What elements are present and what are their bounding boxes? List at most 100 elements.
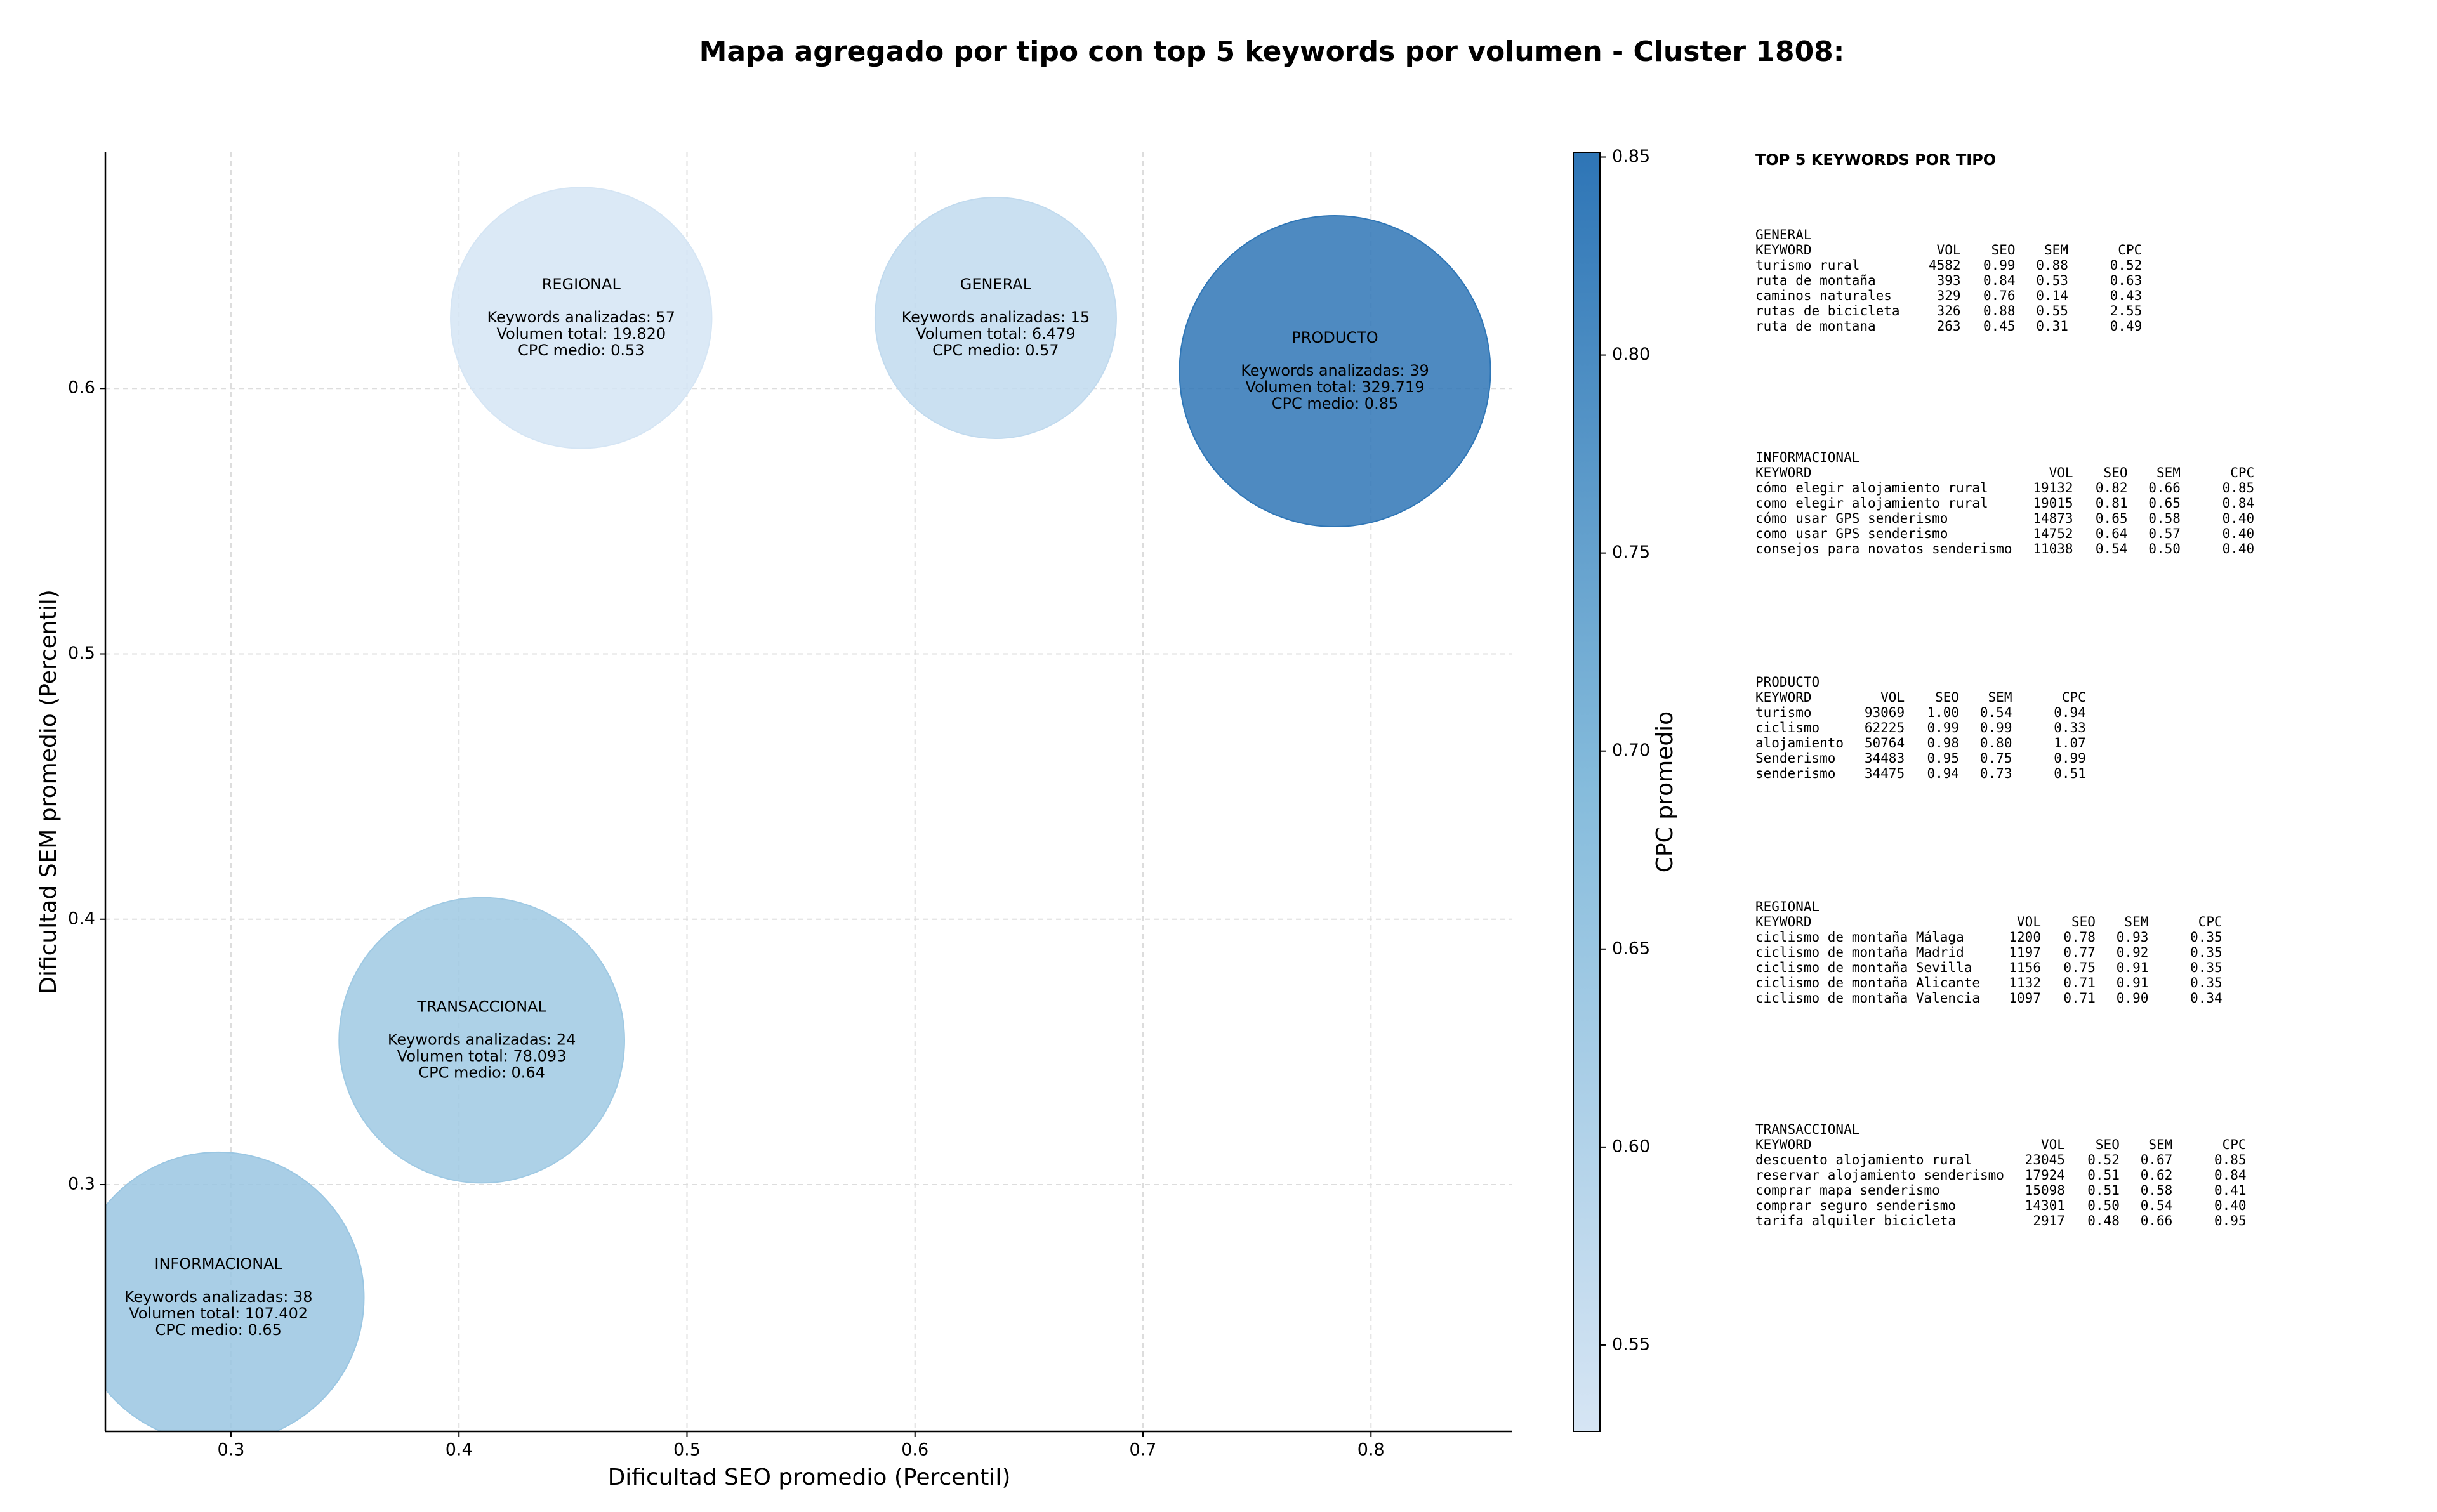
x-tick-label: 0.8	[1357, 1440, 1385, 1460]
table-cell: 0.78	[2063, 930, 2096, 945]
table-cell: ciclismo de montaña Alicante	[1755, 975, 1980, 990]
bubble	[338, 897, 625, 1184]
table-cell: 0.66	[2141, 1213, 2173, 1228]
bubble-cpc: CPC medio: 0.57	[932, 341, 1059, 359]
group-title: GENERAL	[1755, 227, 1812, 242]
table-cell: 0.51	[2087, 1183, 2120, 1198]
table-cell: 0.50	[2148, 541, 2181, 556]
table-cell: 14752	[2033, 526, 2073, 541]
table-header: VOL	[2041, 1137, 2065, 1152]
table-cell: 0.93	[2117, 930, 2149, 945]
table-cell: cómo usar GPS senderismo	[1755, 511, 1948, 526]
x-tick-label: 0.6	[901, 1440, 928, 1460]
table-header: SEM	[2156, 465, 2181, 480]
colorbar-tick-label: 0.75	[1612, 542, 1650, 562]
y-axis-label: Dificultad SEM promedio (Percentil)	[36, 589, 62, 994]
table-cell: reservar alojamiento senderismo	[1755, 1167, 2004, 1183]
x-axis-label: Dificultad SEO promedio (Percentil)	[608, 1464, 1011, 1490]
y-tick-label: 0.5	[68, 643, 95, 663]
x-tick-label: 0.4	[446, 1440, 473, 1460]
table-cell: 0.48	[2087, 1213, 2120, 1228]
table-cell: como elegir alojamiento rural	[1755, 496, 1988, 511]
colorbar-label: CPC promedio	[1652, 711, 1678, 872]
table-cell: 0.34	[2190, 990, 2222, 1006]
table-cell: 0.14	[2036, 288, 2068, 303]
table-cell: 0.35	[2190, 975, 2222, 990]
panel-title: TOP 5 KEYWORDS POR TIPO	[1755, 151, 1996, 169]
table-header: SEM	[1988, 690, 2012, 705]
table-cell: 0.54	[2141, 1198, 2173, 1213]
table-cell: 0.81	[2096, 496, 2128, 511]
table-cell: 11038	[2033, 541, 2073, 556]
table-cell: ruta de montaña	[1755, 273, 1876, 288]
table-cell: Senderismo	[1755, 751, 1835, 766]
table-cell: 263	[1937, 319, 1961, 334]
colorbar-tick-label: 0.70	[1612, 740, 1650, 760]
table-cell: 50764	[1865, 735, 1905, 751]
bubble-name: INFORMACIONAL	[154, 1255, 282, 1273]
table-cell: 0.94	[2054, 705, 2086, 720]
table-cell: 0.82	[2096, 480, 2128, 496]
table-cell: 0.64	[2096, 526, 2128, 541]
table-cell: 0.58	[2141, 1183, 2173, 1198]
table-cell: 0.95	[1927, 751, 1959, 766]
x-tick-label: 0.3	[217, 1440, 244, 1460]
table-cell: 0.77	[2063, 945, 2096, 960]
table-cell: ciclismo de montaña Sevilla	[1755, 960, 1972, 975]
table-cell: 15098	[2025, 1183, 2065, 1198]
table-cell: turismo rural	[1755, 258, 1859, 273]
bubble	[874, 196, 1117, 439]
bubble-volume: Volumen total: 78.093	[397, 1047, 567, 1065]
bubble	[105, 1151, 365, 1431]
table-header: SEO	[1991, 242, 2016, 258]
table-cell: 0.88	[2036, 258, 2068, 273]
table-header: VOL	[1880, 690, 1905, 705]
table-cell: 0.91	[2117, 960, 2149, 975]
table-header: SEO	[1935, 690, 1959, 705]
colorbar-tick-label: 0.80	[1612, 345, 1650, 364]
table-cell: 0.90	[2117, 990, 2149, 1006]
table-cell: ciclismo de montaña Valencia	[1755, 990, 1980, 1006]
table-cell: 0.40	[2214, 1198, 2247, 1213]
table-cell: 1200	[2009, 930, 2041, 945]
y-tick-label: 0.4	[68, 909, 95, 928]
table-cell: 0.84	[2214, 1167, 2247, 1183]
table-cell: 0.43	[2110, 288, 2143, 303]
table-cell: 0.54	[1980, 705, 2012, 720]
table-cell: 0.53	[2036, 273, 2068, 288]
table-cell: 2.55	[2110, 303, 2143, 319]
table-cell: descuento alojamiento rural	[1755, 1152, 1972, 1167]
table-header: CPC	[2118, 242, 2142, 258]
table-cell: turismo	[1755, 705, 1812, 720]
table-cell: 0.41	[2214, 1183, 2247, 1198]
table-cell: 0.66	[2148, 480, 2181, 496]
table-cell: ciclismo de montaña Málaga	[1755, 930, 1964, 945]
y-tick-label: 0.6	[68, 378, 95, 398]
table-cell: comprar mapa senderismo	[1755, 1183, 1940, 1198]
table-cell: 0.67	[2141, 1152, 2173, 1167]
table-cell: 14301	[2025, 1198, 2065, 1213]
table-cell: 326	[1937, 303, 1961, 319]
colorbar-tick-label: 0.85	[1612, 147, 1650, 166]
table-header: CPC	[2222, 1137, 2247, 1152]
table-header: KEYWORD	[1755, 914, 1812, 930]
bubble-cpc: CPC medio: 0.64	[418, 1063, 545, 1081]
bubble-cpc: CPC medio: 0.85	[1272, 395, 1399, 412]
table-cell: 0.99	[1983, 258, 2016, 273]
table-cell: 0.57	[2148, 526, 2181, 541]
table-cell: consejos para novatos senderismo	[1755, 541, 2012, 556]
table-cell: 0.85	[2222, 480, 2255, 496]
table-cell: 0.99	[1980, 720, 2012, 735]
bubble-volume: Volumen total: 329.719	[1246, 378, 1425, 396]
table-header: CPC	[2062, 690, 2086, 705]
table-header: SEM	[2124, 914, 2148, 930]
table-cell: 0.76	[1983, 288, 2016, 303]
bubble-name: PRODUCTO	[1291, 329, 1378, 346]
table-header: SEM	[2044, 242, 2068, 258]
table-header: VOL	[2017, 914, 2041, 930]
table-cell: 0.49	[2110, 319, 2143, 334]
table-cell: ruta de montana	[1755, 319, 1876, 334]
table-cell: 0.84	[2222, 496, 2255, 511]
table-cell: 1156	[2009, 960, 2041, 975]
table-cell: 34483	[1865, 751, 1905, 766]
